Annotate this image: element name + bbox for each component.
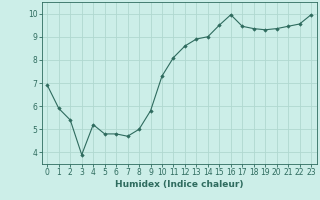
X-axis label: Humidex (Indice chaleur): Humidex (Indice chaleur) [115, 180, 244, 189]
